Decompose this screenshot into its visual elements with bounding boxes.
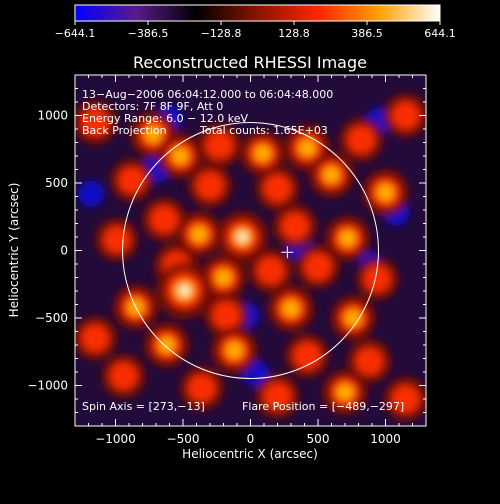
colorbar-ticks: −644.1 −386.5 −128.8 128.8 386.5 644.1 — [55, 21, 456, 40]
colorbar-tick-label: −386.5 — [128, 27, 169, 40]
y-axis-label: Heliocentric Y (arcsec) — [7, 183, 21, 318]
colorbar-tick-label: −644.1 — [55, 27, 96, 40]
intensity-blob-core — [254, 145, 271, 162]
x-tick-label: 1000 — [370, 432, 401, 446]
intensity-blob — [304, 252, 332, 281]
annotation-detectors: Detectors: 7F 8F 9F, Att 0 — [82, 100, 223, 113]
colorbar-tick-label: 128.8 — [278, 27, 310, 40]
intensity-blob — [196, 171, 224, 200]
intensity-blob — [391, 101, 420, 130]
x-tick-label: −500 — [167, 432, 200, 446]
y-tick-label: 500 — [45, 176, 68, 190]
colorbar-tick-label: −128.8 — [201, 27, 242, 40]
intensity-blob-peak — [179, 285, 190, 296]
axes: −1000 −500 0 500 1000 −1000 −500 0 500 1000 — [27, 75, 426, 446]
negative-blob — [78, 180, 105, 207]
intensity-blob — [391, 385, 420, 413]
intensity-blob — [256, 256, 285, 285]
intensity-blob — [81, 108, 110, 137]
solar-disk-limb — [122, 122, 379, 379]
intensity-blob-core — [337, 384, 353, 401]
intensity-blob — [103, 226, 131, 254]
y-tick-label: 0 — [60, 244, 68, 258]
intensity-blob-core — [282, 300, 300, 317]
x-tick-label: −1000 — [95, 432, 136, 446]
intensity-blob-core — [226, 342, 243, 359]
intensity-blob-core — [323, 166, 340, 183]
intensity-blob — [293, 341, 322, 370]
x-tick-label: 0 — [247, 432, 255, 446]
annotation-method: Back Projection — [82, 124, 167, 137]
annotation-spin-axis: Spin Axis = [273,−13] — [82, 400, 205, 413]
intensity-blob-core — [339, 230, 356, 247]
intensity-blob-peak — [237, 232, 247, 242]
y-tick-label: −500 — [35, 311, 68, 325]
annotation-time-range: 13−Aug−2006 06:04:12.000 to 06:04:48.000 — [82, 88, 333, 101]
intensity-blob — [187, 374, 216, 403]
intensity-blob — [205, 131, 234, 160]
intensity-blob-core — [145, 126, 162, 143]
spin-axis-marker — [281, 246, 294, 259]
intensity-blob-core — [299, 139, 316, 157]
intensity-blob — [263, 174, 292, 203]
annotation-flare-position: Flare Position = [−489,−297] — [242, 400, 404, 413]
annotation-energy-range: Energy Range: 6.0 − 12.0 keV — [82, 112, 249, 125]
intensity-blob-core — [158, 337, 175, 353]
intensity-blob — [355, 347, 384, 376]
y-tick-label: 1000 — [37, 109, 68, 123]
intensity-blob — [109, 362, 138, 391]
annotation-total-counts: Total counts: 1.65E+03 — [199, 124, 328, 137]
intensity-blob — [212, 301, 241, 330]
intensity-blob — [263, 382, 292, 411]
x-tick-label: 500 — [307, 432, 330, 446]
intensity-blob — [363, 265, 391, 293]
intensity-blob-core — [377, 184, 394, 201]
intensity-blob-core — [172, 148, 189, 164]
y-tick-label: −1000 — [27, 379, 68, 393]
chart-title: Reconstructed RHESSI Image — [133, 53, 367, 72]
intensity-blob — [118, 166, 146, 194]
intensity-blob-core — [215, 269, 232, 286]
heatmap — [75, 75, 426, 426]
x-axis-label: Heliocentric X (arcsec) — [182, 447, 318, 461]
colorbar — [74, 4, 441, 22]
intensity-blob — [81, 324, 110, 353]
intensity-blob — [281, 212, 310, 241]
intensity-blob — [347, 125, 376, 154]
intensity-blob — [150, 205, 179, 234]
colorbar-tick-label: 386.5 — [351, 27, 383, 40]
colorbar-tick-label: 644.1 — [424, 27, 456, 40]
intensity-blob-core — [191, 226, 208, 243]
